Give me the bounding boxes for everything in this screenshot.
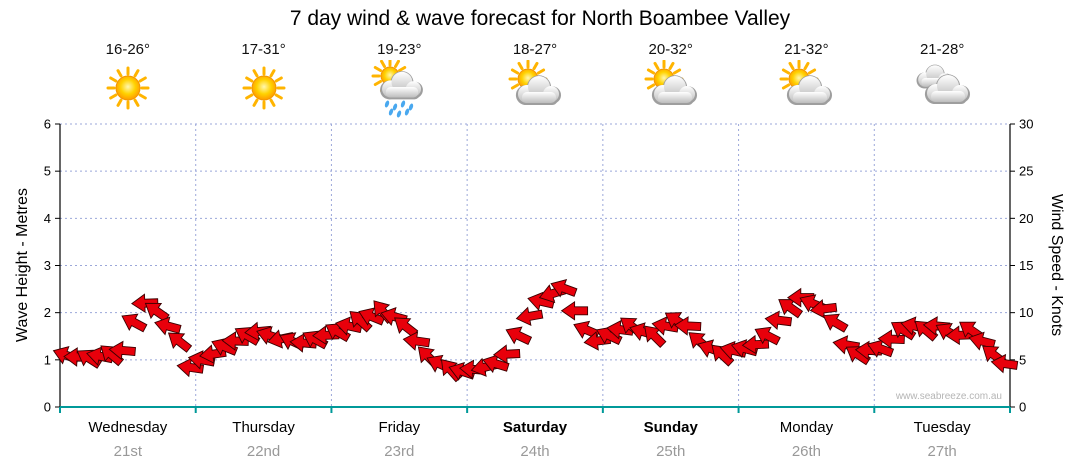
right-tick-label: 15 (1019, 258, 1033, 273)
wind-arrow (176, 357, 205, 378)
x-axis-day-name: Friday (378, 419, 421, 436)
wind-arrow (778, 299, 804, 319)
wind-arrow (550, 278, 578, 298)
weather-icon-cloudy (916, 64, 971, 104)
wind-arrow (505, 326, 533, 346)
x-axis-day-name: Saturday (502, 419, 568, 436)
left-tick-label: 6 (44, 117, 51, 132)
sun-icon (106, 66, 150, 110)
x-axis-day-name: Monday (779, 419, 834, 436)
x-axis-day-name: Thursday (232, 419, 295, 436)
wind-arrow (673, 316, 702, 336)
day-temperature-range: 18-27° (512, 41, 558, 58)
wind-arrow (754, 326, 781, 346)
wind-arrow (325, 323, 351, 343)
left-tick-label: 5 (44, 164, 51, 179)
wind-arrow (866, 339, 895, 358)
cloud-icon (925, 74, 971, 104)
wind-arrow (211, 337, 239, 356)
wind-arrow (121, 313, 148, 333)
wind-arrow (154, 316, 182, 336)
left-tick-label: 0 (44, 400, 51, 415)
day-temperature-range: 17-31° (241, 41, 286, 58)
wind-arrow (968, 331, 996, 351)
weather-icon-partly-cloudy (508, 60, 561, 105)
wind-arrow (822, 313, 849, 333)
wind-arrow (877, 329, 905, 349)
wind-arrow (492, 344, 521, 365)
wind-arrow (394, 317, 419, 338)
cloud-icon (380, 71, 424, 100)
wind-arrow (990, 353, 1019, 374)
wind-arrow (144, 302, 170, 323)
wind-arrow (167, 332, 193, 353)
wind-arrow (764, 310, 793, 331)
weather-icon-sun-showers (371, 60, 424, 118)
right-tick-label: 25 (1019, 164, 1033, 179)
left-tick-label: 1 (44, 352, 51, 367)
wind-arrow (741, 334, 770, 355)
wind-arrow (560, 300, 589, 321)
raindrops-icon (385, 100, 414, 118)
x-axis-day-name: Wednesday (88, 419, 168, 436)
day-temperature-range: 19-23° (377, 41, 422, 58)
left-tick-label: 4 (44, 211, 51, 226)
right-tick-label: 10 (1019, 305, 1033, 320)
x-axis-day-name: Tuesday (913, 419, 971, 436)
wind-arrow (809, 299, 838, 319)
weather-icon-sunny (106, 66, 150, 110)
day-temperature-range: 21-32° (784, 41, 829, 58)
wind-arrow (349, 310, 373, 333)
x-axis-day-date: 23rd (384, 443, 415, 460)
x-axis-day-date: 24th (520, 443, 550, 460)
watermark: www.seabreeze.com.au (895, 391, 1002, 402)
right-tick-label: 20 (1019, 211, 1033, 226)
cloud-icon (515, 75, 561, 105)
x-axis-day-date: 21st (113, 443, 143, 460)
wind-arrow (596, 326, 623, 346)
day-temperature-range: 21-28° (919, 41, 965, 58)
sun-icon (242, 66, 286, 110)
cloud-icon (787, 75, 833, 105)
x-axis-day-date: 26th (791, 443, 822, 460)
weather-icon-sunny (242, 66, 286, 110)
right-tick-label: 30 (1019, 117, 1033, 132)
wind-arrow (108, 340, 136, 361)
day-temperature-range: 16-26° (105, 41, 151, 58)
x-axis-day-date: 27th (927, 443, 957, 460)
right-tick-label: 5 (1019, 352, 1026, 367)
cloud-icon (651, 75, 697, 105)
weather-icon-partly-cloudy (779, 60, 833, 105)
x-axis-day-date: 25th (656, 443, 686, 460)
wind-arrow (515, 306, 544, 327)
wind-arrow (131, 293, 159, 314)
x-axis-day-name: Sunday (643, 419, 698, 436)
day-temperature-range: 20-32° (648, 41, 693, 58)
wind-arrow (711, 344, 735, 367)
weather-icon-partly-cloudy (644, 60, 697, 105)
x-axis-day-date: 22nd (246, 443, 281, 460)
chart-title: 7 day wind & wave forecast for North Boa… (289, 7, 791, 30)
right-tick-label: 0 (1019, 400, 1026, 415)
wind-arrow (402, 331, 431, 351)
left-tick-label: 3 (44, 258, 51, 273)
left-tick-label: 2 (44, 305, 51, 320)
wind-arrow (644, 325, 667, 348)
wind-arrow (890, 321, 917, 341)
